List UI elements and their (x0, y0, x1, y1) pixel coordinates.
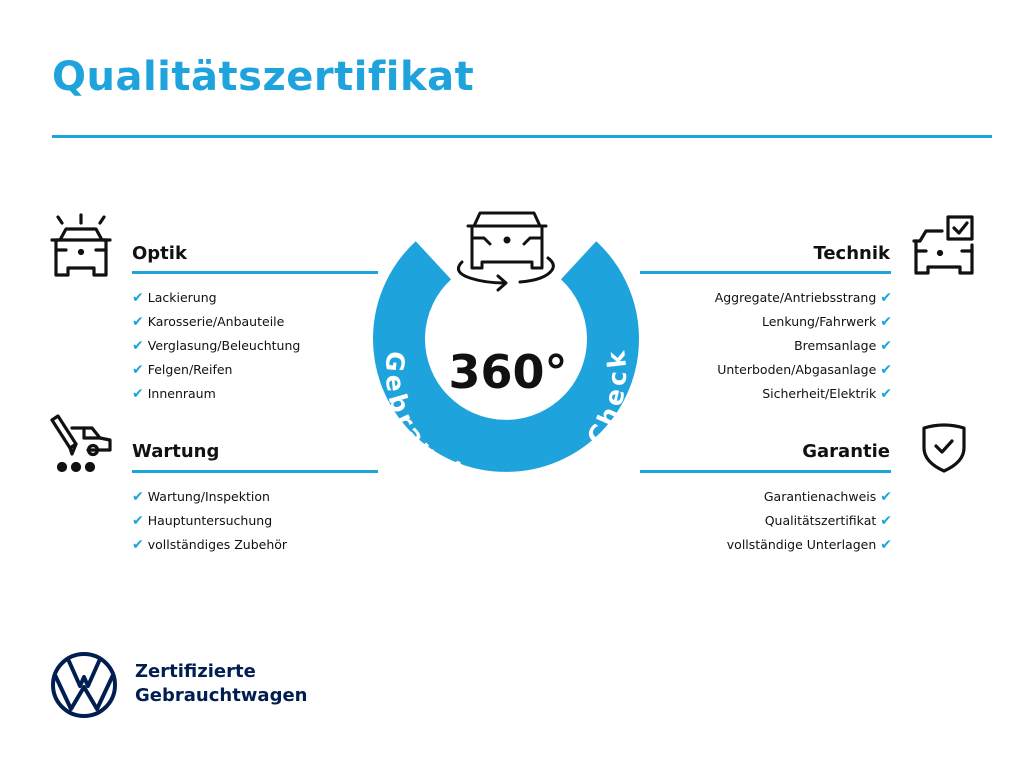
check-icon: ✔ (880, 362, 892, 378)
garantie-list: Garantienachweis ✔ Qualitätszertifikat ✔ v… (727, 485, 892, 557)
list-item: vollständige Unterlagen ✔ (726, 537, 892, 553)
check-icon: ✔ (132, 537, 144, 553)
list-item: Qualitätszertifikat ✔ (764, 513, 892, 529)
list-item: Aggregate/Antriebsstrang ✔ (714, 290, 892, 306)
check-icon: ✔ (132, 513, 144, 529)
vw-logo (51, 652, 117, 718)
check-icon: ✔ (132, 362, 144, 378)
list-item: ✔ Innenraum (132, 386, 216, 402)
list-item: ✔ Verglasung/Beleuchtung (132, 338, 301, 354)
garantie-heading: Garantie (802, 441, 890, 462)
list-item: Garantienachweis ✔ (763, 489, 892, 505)
check-icon: ✔ (880, 386, 892, 402)
garantie-divider (640, 470, 891, 473)
list-item: ✔ Felgen/Reifen (132, 362, 233, 378)
list-item: Sicherheit/Elektrik ✔ (762, 386, 892, 402)
check-icon: ✔ (880, 338, 892, 354)
check-icon: ✔ (132, 338, 144, 354)
check-icon: ✔ (132, 489, 144, 505)
list-item: ✔ vollständiges Zubehör (132, 537, 288, 553)
badge-ring (373, 241, 639, 472)
check-icon: ✔ (880, 537, 892, 553)
check-icon: ✔ (880, 290, 892, 306)
check-icon: ✔ (132, 386, 144, 402)
check-icon: ✔ (880, 513, 892, 529)
badge-degrees: 360° (448, 345, 567, 399)
optik-list: ✔ Lackierung ✔ Karosserie/Anbauteile ✔ Verg… (132, 286, 300, 406)
wartung-heading: Wartung (132, 441, 220, 462)
list-item: ✔ Lackierung (132, 290, 217, 306)
360-check-badge: Gebrauchtwagen-Check 360° (373, 211, 639, 499)
list-item: Bremsanlage ✔ (794, 338, 892, 354)
wartung-divider (132, 470, 378, 473)
list-item: Unterboden/Abgasanlage ✔ (717, 362, 892, 378)
check-icon: ✔ (132, 290, 144, 306)
technik-divider (640, 271, 891, 274)
list-item: ✔ Karosserie/Anbauteile (132, 314, 285, 330)
car-checkbox-icon (912, 215, 974, 275)
list-item: Lenkung/Fahrwerk ✔ (762, 314, 892, 330)
list-item: ✔ Hauptuntersuchung (132, 513, 273, 529)
technik-list: Aggregate/Antriebsstrang ✔ Lenkung/Fahrwe… (715, 286, 892, 406)
title-divider (52, 135, 992, 138)
list-item: ✔ Wartung/Inspektion (132, 489, 270, 505)
check-icon: ✔ (132, 314, 144, 330)
brand-line-1: Zertifizierte (135, 661, 256, 682)
optik-divider (132, 271, 378, 274)
car-lights-icon (50, 213, 112, 277)
optik-heading: Optik (132, 243, 187, 264)
page-title: Qualitätszertifikat (52, 54, 475, 100)
service-car-icon (50, 414, 112, 473)
check-icon: ✔ (880, 489, 892, 505)
car-rotate-icon (456, 211, 555, 292)
technik-heading: Technik (813, 243, 890, 264)
wartung-list: ✔ Wartung/Inspektion ✔ Hauptuntersuchung ✔… (132, 485, 287, 557)
check-icon: ✔ (880, 314, 892, 330)
shield-check-icon (922, 423, 966, 473)
brand-text: Zertifizierte Gebrauchtwagen (135, 660, 307, 708)
brand-line-2: Gebrauchtwagen (135, 685, 308, 706)
